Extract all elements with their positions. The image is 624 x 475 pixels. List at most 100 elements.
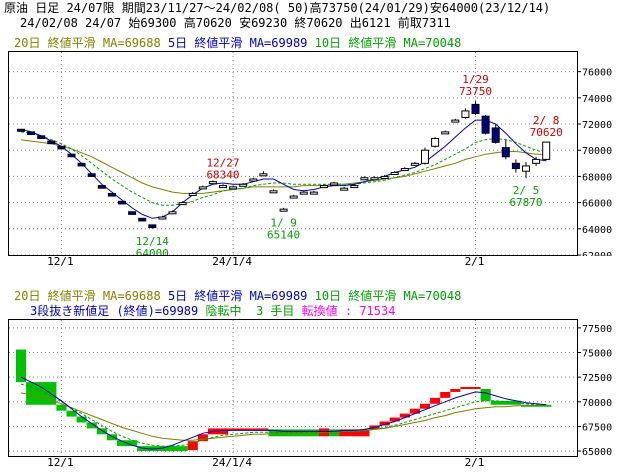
x-tick-label: 24/1/4 (212, 255, 252, 268)
upper-chart-panel: 1/29 73750 2/ 8 70620 12/27 68340 1/ 9 65140 12/… (8, 51, 578, 260)
candle-body (390, 171, 399, 175)
x-tick-label: 12/1 (47, 456, 74, 469)
candle-body (148, 224, 157, 228)
candle-body (289, 195, 298, 199)
candle-body (471, 103, 480, 115)
lower-legend-ma10: 10日 終値平滑 MA=70048 (314, 289, 462, 303)
ma20-line (20, 139, 547, 194)
lower-x-axis: 12/1 24/1/4 2/1 (47, 456, 484, 469)
candle-body (239, 183, 248, 187)
candle-body (380, 175, 389, 179)
annotation-date: 2/ 5 (513, 184, 540, 197)
lower-chart-panel (8, 319, 578, 457)
candle-body (400, 168, 409, 172)
new-price-bar (399, 413, 410, 418)
new-price-bar (430, 397, 441, 404)
candle-body (299, 191, 308, 195)
annotation-value: 70620 (530, 126, 563, 139)
sanbon-info: 3段抜き新値足 (終値)=69989 陰転中 3 手目 転換値 : 71534 (30, 304, 395, 318)
ma5-line (20, 119, 547, 219)
candle-body (320, 185, 328, 189)
candle-body (17, 128, 25, 132)
upper-y-axis: 62000 64000 66000 68000 70000 72000 74000 76000 (577, 68, 612, 256)
sanbon-turn: 転換値 : 71534 (301, 304, 396, 318)
annotation-value: 73750 (459, 85, 492, 98)
candle-body (340, 187, 349, 191)
legend-ma5: 5日 終値平滑 MA=69989 (167, 36, 308, 50)
candle-body (188, 192, 197, 196)
candle-body (158, 216, 167, 220)
x-tick-label: 2/1 (465, 255, 485, 268)
candle-body (441, 131, 450, 135)
new-price-bar (389, 417, 400, 422)
header-line-1: 原油 日足 24/07限 期間23/11/27～24/02/08( 50)高73… (4, 1, 551, 15)
y-tick-label: 72500 (582, 373, 612, 384)
candle-body (27, 131, 36, 136)
ma10-line (20, 131, 547, 206)
candle-body (532, 158, 541, 164)
header-line-2: 24/02/08 24/07 始69300 高70620 安69230 終706… (20, 16, 451, 30)
candle-body (208, 181, 217, 185)
y-tick-label: 67500 (582, 422, 612, 433)
candle-body (97, 185, 106, 189)
y-tick-label: 74000 (582, 94, 612, 105)
candle-body (410, 162, 419, 166)
new-price-bar (339, 429, 370, 437)
lower-y-axis: 65000 67500 70000 72500 75000 77500 (577, 324, 612, 457)
annotation-value: 68340 (206, 168, 239, 181)
y-tick-label: 77500 (582, 324, 612, 335)
candle-body (269, 190, 278, 194)
ma20-line (20, 392, 547, 441)
y-tick-label: 66000 (582, 199, 612, 210)
candle-body (128, 211, 137, 215)
candle-body (67, 153, 76, 158)
legend-ma10: 10日 終値平滑 MA=70048 (314, 36, 462, 50)
candle-body (77, 162, 86, 167)
candle-body (511, 162, 520, 170)
ma5-line (20, 376, 547, 450)
y-tick-label: 75000 (582, 349, 612, 360)
candle-body (57, 145, 66, 150)
ma10-line (20, 383, 547, 447)
new-price-bar (480, 388, 491, 401)
candle-body (219, 185, 227, 189)
y-tick-label: 76000 (582, 68, 612, 79)
candle-body (431, 137, 440, 147)
candle-body (249, 178, 258, 182)
lower-legend-ma5: 5日 終値平滑 MA=69989 (167, 289, 308, 303)
new-price-bar (26, 382, 57, 405)
legend-ma20: 20日 終値平滑 MA=69688 (14, 36, 161, 50)
candle-body (198, 186, 207, 190)
candle-body (360, 177, 369, 181)
sanbon-prefix: 3段抜き新値足 (終値)=69989 (30, 304, 199, 318)
annotation-date: 12/14 (136, 235, 169, 248)
y-tick-label: 62000 (582, 251, 612, 256)
y-tick-label: 70000 (582, 146, 612, 157)
candle-body (501, 147, 510, 158)
x-tick-label: 24/1/4 (212, 456, 252, 469)
new-price-bar (106, 434, 117, 441)
candle-body (542, 141, 551, 160)
new-price-bar (450, 388, 461, 392)
new-price-bar (76, 416, 87, 423)
new-price-bar (96, 428, 107, 435)
candle-body (229, 186, 238, 190)
candle-body (168, 211, 177, 215)
annotation-date: 1/ 9 (270, 216, 297, 229)
new-price-bar (228, 428, 269, 431)
candle-body (370, 177, 379, 181)
new-price-bar (329, 429, 340, 437)
annotation-date: 1/29 (462, 73, 489, 86)
annotation-date: 2/ 8 (533, 114, 560, 127)
candle-body (461, 110, 470, 118)
annotation-value: 67870 (509, 196, 542, 209)
annotation-value: 64000 (136, 247, 169, 255)
new-price-bar (490, 400, 521, 405)
upper-legend: 20日 終値平滑 MA=69688 5日 終値平滑 MA=69989 10日 終… (14, 36, 461, 50)
candle-body (279, 208, 288, 212)
sanbon-state: 陰転中 (205, 304, 242, 318)
new-price-bar (197, 434, 208, 442)
upper-x-axis: 12/1 24/1/4 2/1 (47, 255, 485, 268)
candle-body (178, 202, 187, 206)
y-tick-label: 64000 (582, 225, 612, 236)
